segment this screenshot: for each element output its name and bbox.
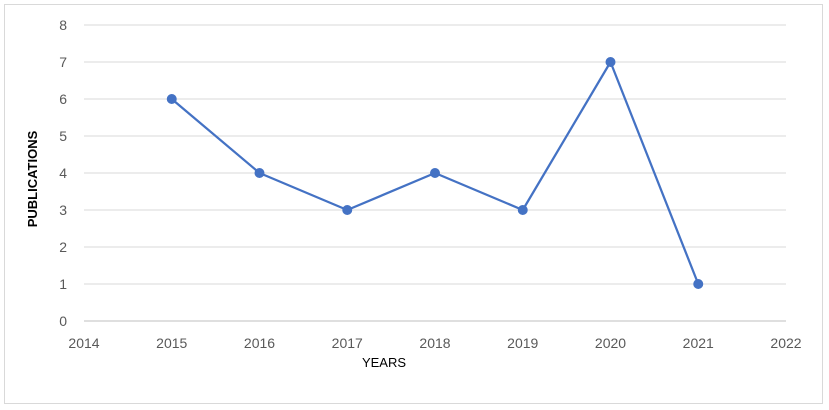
y-tick-label-4: 4	[59, 165, 67, 181]
y-tick-label-5: 5	[59, 128, 67, 144]
x-tick-label-2016: 2016	[244, 335, 275, 351]
x-axis-title: YEARS	[362, 355, 406, 370]
y-tick-label-1: 1	[59, 276, 67, 292]
gridlines	[84, 24, 786, 322]
data-point-2017	[342, 205, 353, 215]
x-tick-label-2020: 2020	[595, 335, 626, 351]
x-tick-label-2015: 2015	[156, 335, 187, 351]
y-tick-label-3: 3	[59, 202, 67, 218]
x-tick-label-2017: 2017	[332, 335, 363, 351]
data-point-2016	[254, 168, 265, 178]
data-point-2021	[693, 279, 704, 289]
y-tick-label-0: 0	[59, 313, 67, 329]
x-tick-label-2018: 2018	[419, 335, 450, 351]
y-tick-label-8: 8	[59, 17, 67, 33]
y-tick-label-6: 6	[59, 91, 67, 107]
y-tick-label-7: 7	[59, 54, 67, 70]
x-tick-label-2019: 2019	[507, 335, 538, 351]
x-tick-label-2022: 2022	[770, 335, 801, 351]
data-point-2018	[430, 168, 440, 178]
data-point-2015	[166, 94, 177, 104]
data-point-2019	[517, 205, 528, 215]
chart-frame	[4, 4, 823, 404]
x-tick-label-2021: 2021	[683, 335, 714, 351]
x-tick-label-2014: 2014	[68, 335, 99, 351]
data-point-2020	[605, 57, 616, 67]
series-group	[166, 57, 704, 289]
y-tick-labels: 0 1 2 3 4 5 6 7 8	[59, 17, 67, 329]
y-tick-label-2: 2	[59, 239, 67, 255]
y-axis-title: PUBLICATIONS	[25, 130, 40, 227]
x-tick-labels: 2014 2015 2016 2017 2018 2019 2020 2021 2022	[68, 335, 801, 351]
